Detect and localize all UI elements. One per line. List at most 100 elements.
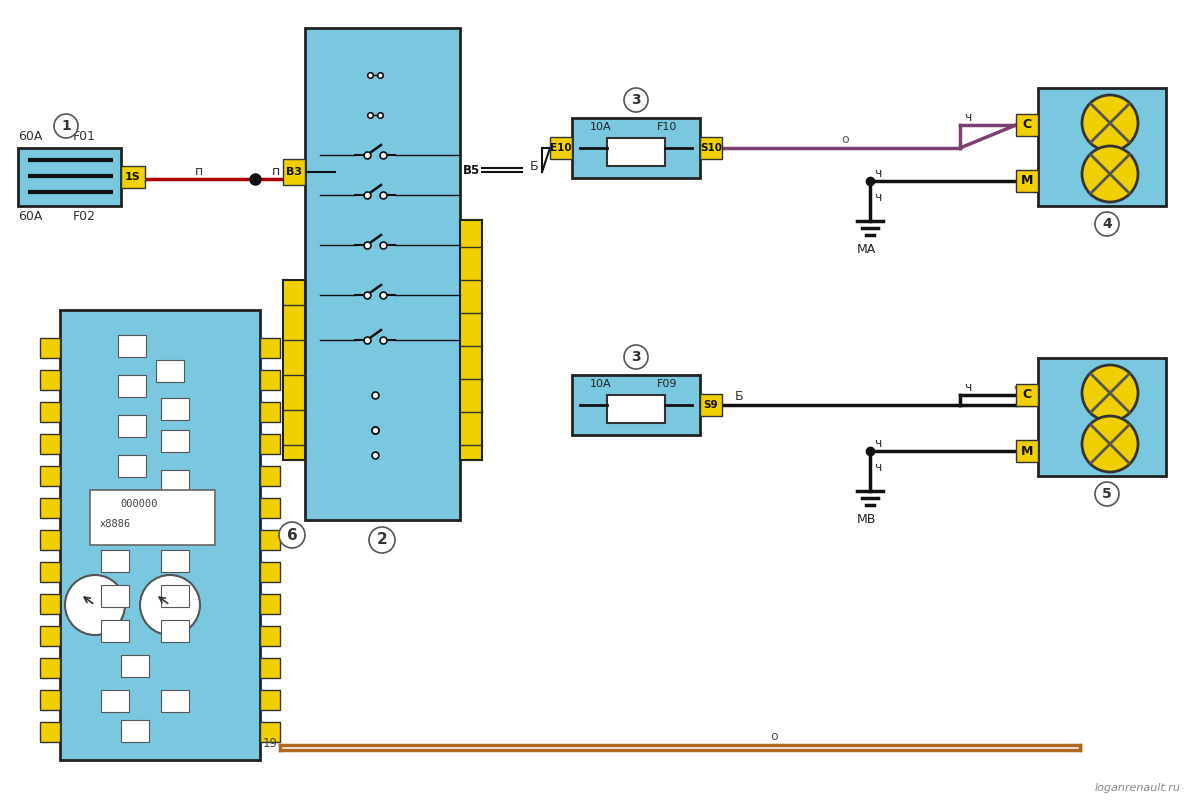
Circle shape xyxy=(623,88,647,112)
Bar xyxy=(161,550,189,572)
Text: B5: B5 xyxy=(463,164,480,177)
Circle shape xyxy=(1081,146,1138,202)
Bar xyxy=(1016,440,1038,462)
Bar xyxy=(90,490,215,545)
Circle shape xyxy=(1081,365,1138,421)
Circle shape xyxy=(1095,482,1119,506)
Text: MB: MB xyxy=(857,513,876,526)
Text: п: п xyxy=(272,165,281,178)
Bar xyxy=(18,148,121,206)
Bar xyxy=(40,594,60,614)
Text: loganrenault.ru: loganrenault.ru xyxy=(1095,783,1180,793)
Bar xyxy=(40,562,60,582)
Text: 3: 3 xyxy=(631,93,640,107)
Bar xyxy=(161,430,189,452)
Bar xyxy=(1016,170,1038,192)
Bar xyxy=(572,118,700,178)
Bar xyxy=(161,515,189,537)
Bar xyxy=(260,338,281,358)
Bar xyxy=(260,434,281,454)
Text: ч: ч xyxy=(964,111,971,124)
Bar xyxy=(121,720,149,742)
Bar xyxy=(260,722,281,742)
Circle shape xyxy=(1095,212,1119,236)
Text: x8886: x8886 xyxy=(100,519,131,529)
Text: 1S: 1S xyxy=(125,172,140,182)
Bar xyxy=(305,28,460,520)
Text: Б: Б xyxy=(530,160,538,173)
Bar xyxy=(607,395,665,423)
Bar xyxy=(118,415,146,437)
Circle shape xyxy=(1081,416,1138,472)
Text: ч: ч xyxy=(874,191,881,204)
Bar xyxy=(40,402,60,422)
Bar xyxy=(260,594,281,614)
Bar xyxy=(101,690,129,712)
Bar xyxy=(260,530,281,550)
Bar xyxy=(40,530,60,550)
Bar xyxy=(40,722,60,742)
Bar xyxy=(161,585,189,607)
Text: 10A: 10A xyxy=(590,122,611,132)
Bar xyxy=(260,626,281,646)
Bar xyxy=(1038,88,1165,206)
Text: C: C xyxy=(1023,118,1031,131)
Bar xyxy=(550,137,572,159)
Bar xyxy=(161,620,189,642)
Bar xyxy=(40,370,60,390)
Bar xyxy=(260,466,281,486)
Bar xyxy=(260,562,281,582)
Bar xyxy=(572,375,700,435)
Bar xyxy=(283,159,305,185)
Bar xyxy=(101,585,129,607)
Text: 1: 1 xyxy=(61,119,71,133)
Circle shape xyxy=(140,575,200,635)
Bar xyxy=(101,620,129,642)
Bar xyxy=(607,138,665,166)
Text: M: M xyxy=(1020,175,1034,188)
Bar xyxy=(700,137,722,159)
Bar xyxy=(161,398,189,420)
Bar xyxy=(40,466,60,486)
Text: ч: ч xyxy=(874,437,881,450)
Bar xyxy=(40,658,60,678)
Circle shape xyxy=(623,345,647,369)
Bar xyxy=(101,550,129,572)
Text: S9: S9 xyxy=(704,400,718,410)
Bar xyxy=(40,626,60,646)
Text: E10: E10 xyxy=(550,143,572,153)
Circle shape xyxy=(65,575,125,635)
Bar xyxy=(1016,384,1038,406)
Text: S10: S10 xyxy=(700,143,722,153)
Text: о: о xyxy=(840,133,849,146)
Circle shape xyxy=(1081,95,1138,151)
Bar xyxy=(40,690,60,710)
Text: 60A: 60A xyxy=(18,210,42,223)
Circle shape xyxy=(54,114,78,138)
Text: ч: ч xyxy=(874,461,881,474)
Text: п: п xyxy=(195,165,204,178)
Text: 2: 2 xyxy=(376,532,387,547)
Text: 3: 3 xyxy=(631,350,640,364)
Text: 10A: 10A xyxy=(590,379,611,389)
Bar xyxy=(260,690,281,710)
Bar xyxy=(156,360,183,382)
Bar xyxy=(1038,358,1165,476)
Bar xyxy=(121,655,149,677)
Bar xyxy=(161,690,189,712)
Text: ч: ч xyxy=(964,381,971,394)
Bar xyxy=(260,402,281,422)
Text: 5: 5 xyxy=(1102,487,1111,501)
Text: F10: F10 xyxy=(657,122,677,132)
Text: B3: B3 xyxy=(287,167,302,177)
Bar xyxy=(118,455,146,477)
Bar xyxy=(700,394,722,416)
Text: 19: 19 xyxy=(263,737,278,750)
Text: 6: 6 xyxy=(287,527,297,543)
Bar xyxy=(283,280,305,460)
Text: C: C xyxy=(1023,389,1031,402)
Circle shape xyxy=(279,522,305,548)
Bar xyxy=(121,166,145,188)
Bar xyxy=(460,220,482,460)
Bar xyxy=(118,335,146,357)
